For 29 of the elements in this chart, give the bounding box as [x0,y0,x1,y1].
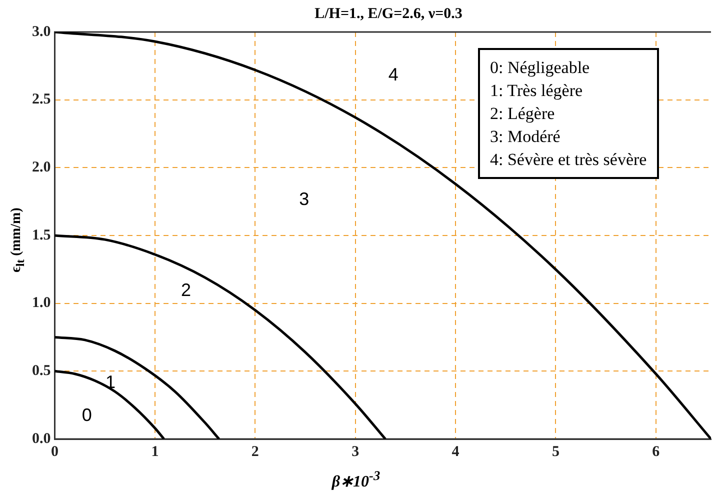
annotation: 3: Modéré [490,126,562,148]
x-tick-label: 1 [151,444,159,460]
y-tick-label: 2.0 [32,160,51,176]
annotation: 0 [82,404,92,425]
line-series [54,336,220,439]
line-series [54,370,166,439]
y-tick-label: 1.5 [32,227,51,244]
annotation: 3 [299,189,310,210]
x-tick-label: 5 [552,444,560,460]
y-tick-label: 0.0 [32,430,51,447]
x-tick-label: 3 [352,444,360,460]
annotation: 4 [388,64,398,85]
x-tick-label: 6 [652,444,660,460]
annotation: 2: Légère [490,103,556,125]
annotation: 4: Sévère et très sévère [490,149,647,171]
annotation: 1: Très légère [490,80,584,102]
x-axis-title: β∗10$^{-3}$ [330,468,382,492]
x-tick-label: 0 [51,444,58,460]
y-tick-label: 0.5 [32,363,51,380]
y-tick-label: 2.5 [32,92,51,108]
chart-title: L/H=1., E/G=2.6, ν=0.3 [314,6,464,23]
x-tick-label: 2 [251,444,259,460]
line-series [54,234,387,439]
annotation: 0: Négligeable [490,57,591,79]
x-tick-label: 4 [452,444,460,460]
y-tick-label: 3.0 [32,24,51,40]
line-series [54,32,711,439]
y-tick-label: 1.0 [32,295,51,312]
annotation: 2 [180,280,192,300]
